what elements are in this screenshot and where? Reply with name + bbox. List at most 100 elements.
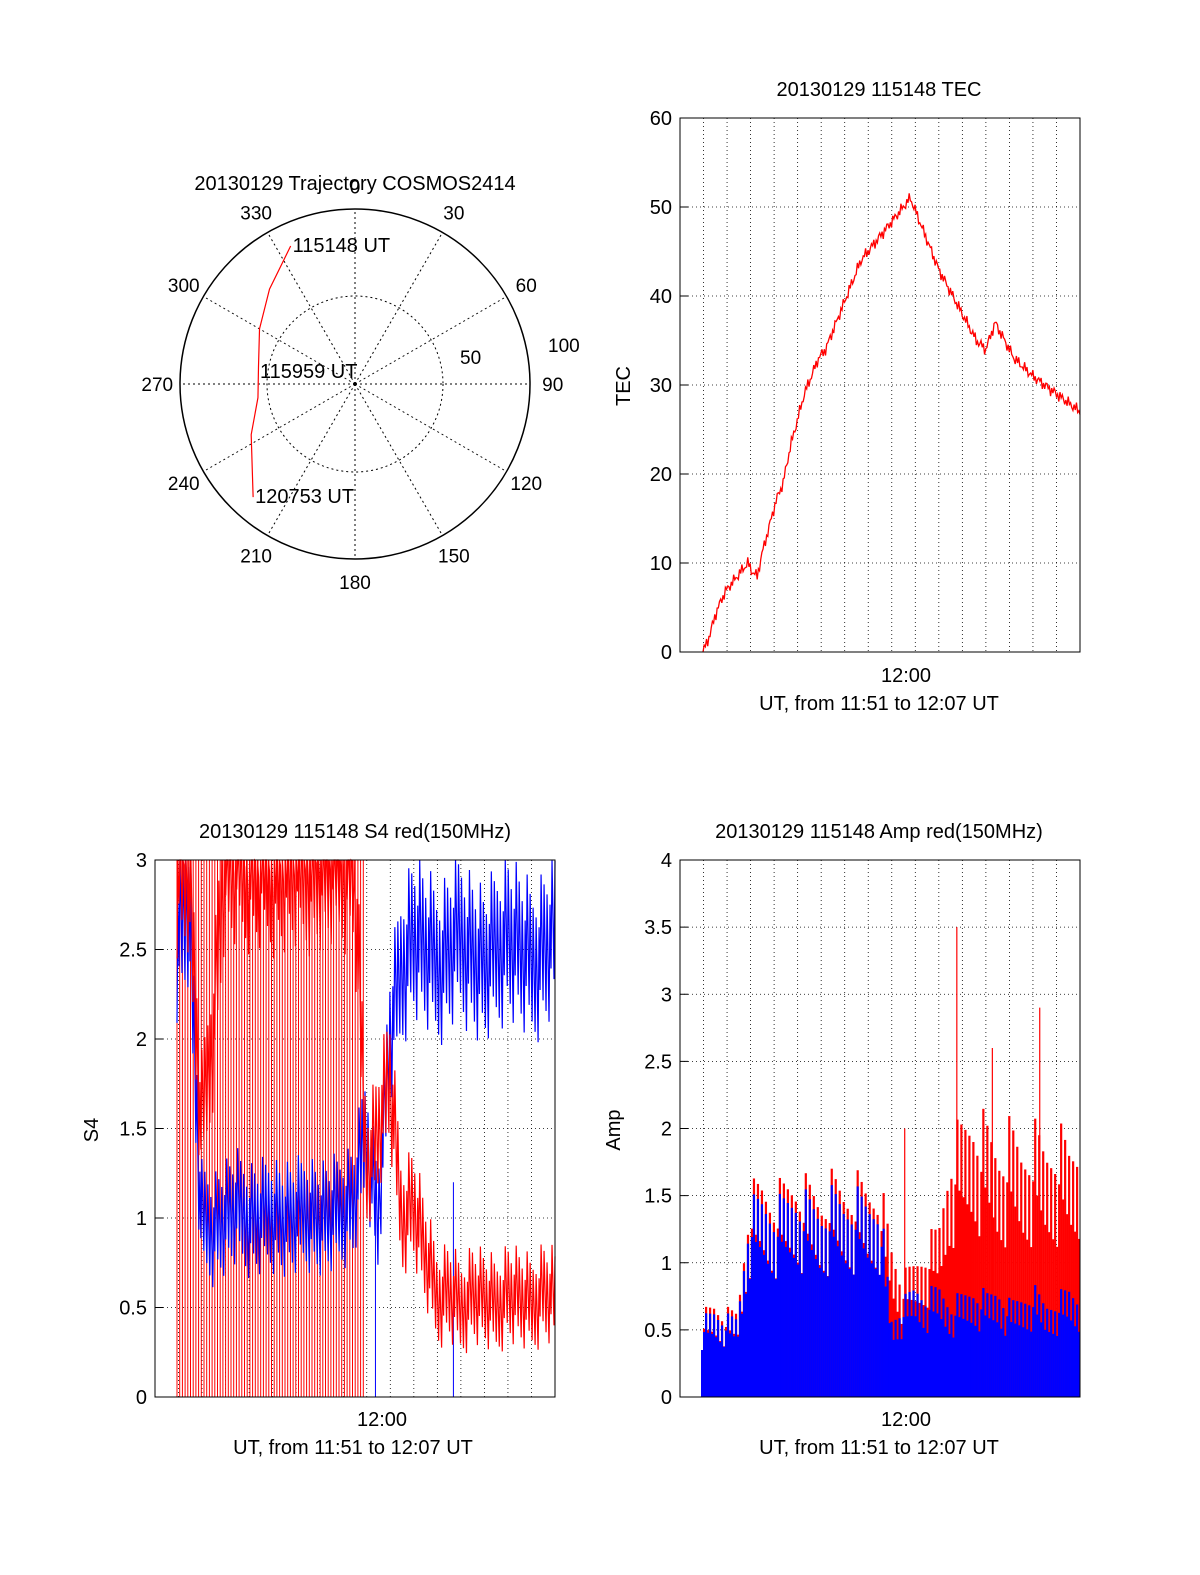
amp-blue-bar (880, 1246, 883, 1397)
amp-blue-bar (964, 1295, 967, 1397)
amp-blue-bar (854, 1229, 857, 1397)
amp-blue-bar (1026, 1329, 1029, 1397)
amp-red-bar (1048, 1232, 1051, 1397)
amp-blue-bar (852, 1274, 855, 1397)
amp-blue-bar (906, 1316, 909, 1397)
amp-red-bar (970, 1211, 973, 1397)
amp-blue-bar (916, 1293, 919, 1397)
amp-blue-bar (948, 1333, 951, 1397)
amp-blue-bar (858, 1238, 861, 1397)
amp-blue-bar (878, 1274, 881, 1397)
amp-blue-bar (980, 1309, 983, 1397)
amp-red-bar (976, 1155, 979, 1397)
amp-blue-bar (866, 1257, 869, 1397)
amp-blue-bar (846, 1219, 849, 1397)
amp-blue-bar (942, 1298, 945, 1397)
amp-blue-bar (994, 1295, 997, 1397)
amp-blue-bar (724, 1330, 728, 1397)
polar-azimuth-label: 300 (168, 276, 200, 297)
y-tick-label: 1.5 (644, 1186, 672, 1208)
y-tick-label: 1 (661, 1253, 672, 1275)
polar-radius-label-100: 100 (548, 336, 580, 357)
amp-blue-bar (1014, 1323, 1017, 1397)
tec-title: 20130129 115148 TEC (777, 79, 982, 101)
polar-azimuth-labels: 0 30 60 90 120 150 180 210 240 270 300 330 (141, 177, 563, 594)
amp-blue-bar (936, 1313, 939, 1397)
amp-blue-bar (1030, 1331, 1033, 1397)
amp-blue-bar (808, 1199, 811, 1397)
amp-blue-bar (736, 1336, 740, 1397)
s4-y-axis-label: S4 (81, 1118, 103, 1142)
amp-blue-bar (898, 1318, 901, 1397)
amp-red-bar (1074, 1231, 1077, 1397)
y-tick-label: 3 (661, 984, 672, 1006)
amp-blue-bar (884, 1286, 887, 1397)
amp-blue-bar (774, 1279, 778, 1397)
amp-blue-bar (828, 1231, 831, 1397)
y-tick-label: 4 (661, 850, 672, 872)
amp-blue-bar (988, 1318, 991, 1397)
amp-blue-bar (978, 1331, 981, 1397)
amp-blue-bar (1068, 1291, 1071, 1397)
y-tick-label: 0 (661, 1387, 672, 1409)
y-tick-label: 0.5 (119, 1298, 147, 1320)
amp-blue-bar (882, 1228, 885, 1397)
amp-red-bar (960, 1124, 963, 1397)
amp-blue-bar (1040, 1322, 1043, 1397)
amp-blue-bar (734, 1319, 738, 1397)
amp-blue-bar (804, 1189, 807, 1397)
y-tick-label: 50 (650, 197, 672, 219)
amp-blue-bar (746, 1243, 750, 1397)
amp-red-bar (1064, 1139, 1067, 1397)
amp-blue-bar (730, 1316, 734, 1397)
amp-y-axis-label: Amp (603, 1109, 625, 1150)
amp-red-bar (974, 1221, 977, 1397)
polar-outer-circle (179, 208, 531, 560)
amp-red-bar (1070, 1224, 1073, 1397)
amp-red-bar (952, 1247, 955, 1397)
amp-blue-bar (938, 1289, 941, 1397)
amp-blue-bar (998, 1299, 1001, 1397)
amp-blue-bar (794, 1212, 797, 1397)
amp-blue-bar (870, 1263, 873, 1397)
y-tick-label: 2 (136, 1029, 147, 1051)
tec-y-axis-label: TEC (613, 366, 635, 406)
amp-blue-bar (754, 1241, 758, 1397)
amp-blue-bar (818, 1267, 821, 1397)
amp-blue-bar (752, 1194, 756, 1397)
amp-blue-bar (814, 1259, 817, 1397)
amp-blue-bar (944, 1326, 947, 1397)
amp-blue-bar (710, 1333, 714, 1397)
amp-red-bar (1062, 1199, 1065, 1397)
amp-blue-bar (776, 1236, 779, 1397)
s4-x-axis-label: UT, from 11:51 to 12:07 UT (233, 1437, 473, 1459)
amp-red-bar (1020, 1162, 1023, 1397)
amp-red-bar (988, 1202, 991, 1397)
amp-blue-bar (766, 1263, 770, 1397)
amp-red-bar (1044, 1224, 1047, 1397)
polar-spoke-240 (203, 383, 356, 472)
amp-red-bar (1050, 1168, 1053, 1397)
amp-blue-bar (930, 1285, 933, 1397)
amp-blue-bar (822, 1272, 825, 1397)
y-tick-label: 2.5 (644, 1051, 672, 1073)
amp-blue-bar (750, 1237, 754, 1397)
amp-blue-bar (800, 1273, 803, 1397)
amp-blue-bar (990, 1294, 993, 1397)
amp-blue-bar (954, 1315, 957, 1397)
amp-blue-bar (1000, 1328, 1003, 1397)
y-tick-label: 1.5 (119, 1119, 147, 1141)
amp-blue-bar (1020, 1302, 1023, 1397)
amp-red-bar (1004, 1247, 1007, 1397)
amp-red-bar (1002, 1176, 1005, 1397)
amp-blue-bar (956, 1293, 959, 1397)
amp-red-bar (1054, 1174, 1057, 1397)
amp-blue-bar (1070, 1320, 1073, 1397)
amp-red-bar (982, 1108, 985, 1397)
amp-blue-bar (760, 1204, 764, 1397)
amp-blue-bar (762, 1254, 766, 1397)
amp-blue-bar (708, 1313, 712, 1397)
amp-blue-bar (908, 1291, 911, 1397)
